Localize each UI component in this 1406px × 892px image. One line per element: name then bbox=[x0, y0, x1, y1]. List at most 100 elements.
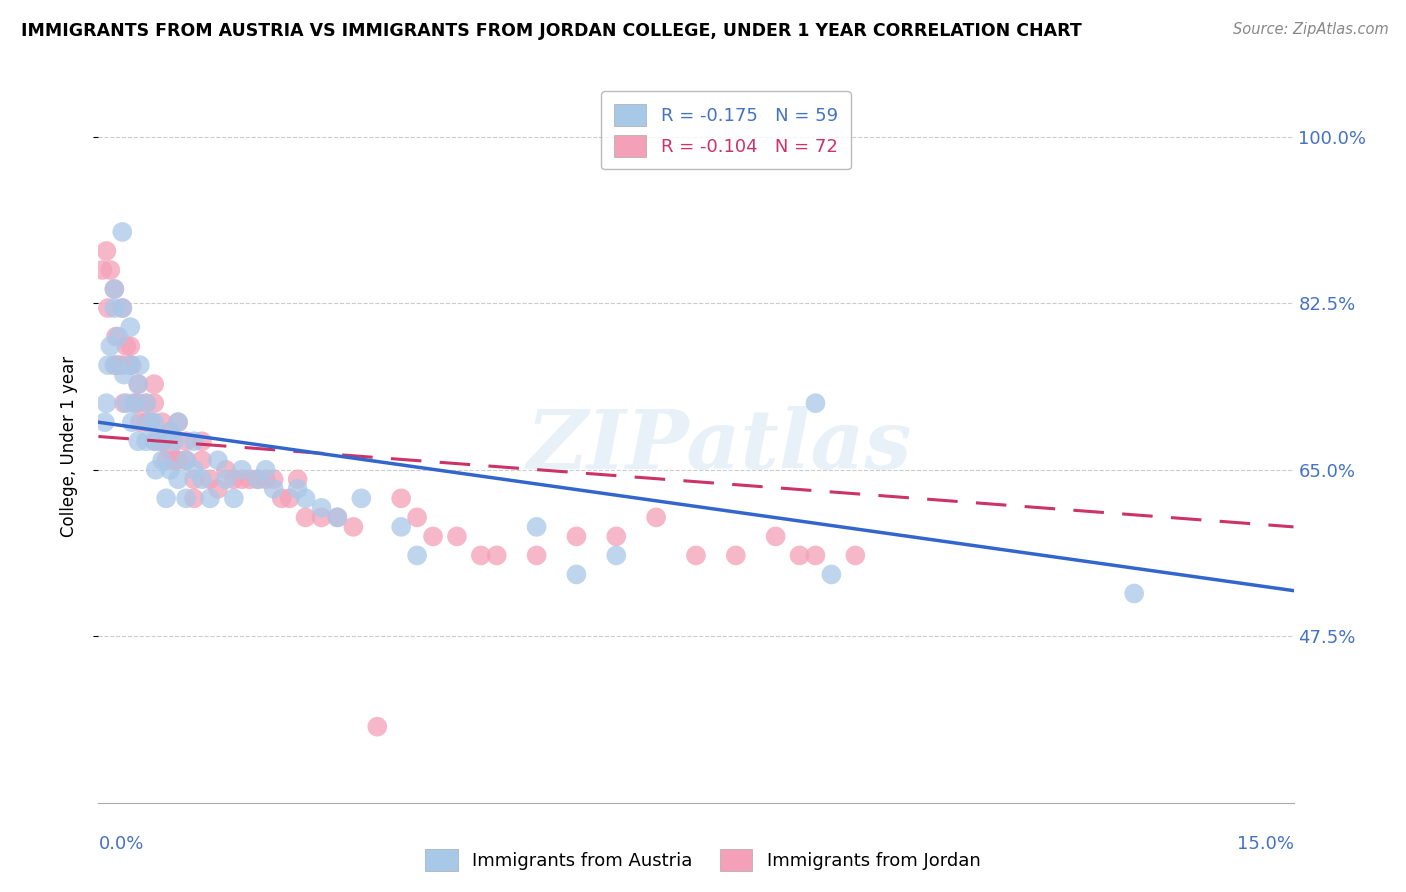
Point bbox=[174, 453, 197, 467]
Point bbox=[174, 434, 197, 449]
Point bbox=[287, 472, 309, 486]
Point bbox=[167, 453, 190, 467]
Point bbox=[150, 434, 173, 449]
Point bbox=[121, 415, 143, 429]
Point bbox=[124, 396, 146, 410]
Point bbox=[526, 549, 548, 563]
Point bbox=[239, 472, 262, 486]
Point bbox=[207, 453, 229, 467]
Point bbox=[191, 472, 214, 486]
Point bbox=[120, 320, 142, 334]
Point bbox=[127, 434, 149, 449]
Point bbox=[183, 434, 205, 449]
Point bbox=[97, 358, 120, 372]
Point bbox=[103, 358, 125, 372]
Point bbox=[844, 549, 866, 563]
Point bbox=[96, 244, 118, 258]
Point bbox=[111, 225, 134, 239]
Point bbox=[389, 520, 412, 534]
Point bbox=[143, 415, 166, 429]
Point bbox=[159, 425, 181, 439]
Point bbox=[111, 358, 134, 372]
Point bbox=[104, 329, 127, 343]
Point bbox=[406, 549, 429, 563]
Point bbox=[167, 415, 190, 429]
Point bbox=[565, 567, 588, 582]
Point bbox=[96, 396, 118, 410]
Point bbox=[278, 491, 301, 506]
Text: ZIPatlas: ZIPatlas bbox=[527, 406, 912, 486]
Point bbox=[145, 434, 167, 449]
Point bbox=[254, 463, 277, 477]
Point bbox=[389, 491, 412, 506]
Text: IMMIGRANTS FROM AUSTRIA VS IMMIGRANTS FROM JORDAN COLLEGE, UNDER 1 YEAR CORRELAT: IMMIGRANTS FROM AUSTRIA VS IMMIGRANTS FR… bbox=[21, 22, 1081, 40]
Point bbox=[150, 434, 173, 449]
Point bbox=[605, 529, 627, 543]
Point bbox=[270, 491, 292, 506]
Point bbox=[121, 358, 143, 372]
Point bbox=[183, 463, 205, 477]
Point bbox=[470, 549, 492, 563]
Point bbox=[198, 491, 221, 506]
Point bbox=[422, 529, 444, 543]
Text: 0.0%: 0.0% bbox=[98, 835, 143, 853]
Point bbox=[135, 415, 157, 429]
Legend: Immigrants from Austria, Immigrants from Jordan: Immigrants from Austria, Immigrants from… bbox=[418, 842, 988, 879]
Point bbox=[115, 396, 138, 410]
Point bbox=[565, 529, 588, 543]
Point bbox=[342, 520, 364, 534]
Y-axis label: College, Under 1 year: College, Under 1 year bbox=[59, 355, 77, 537]
Point bbox=[246, 472, 269, 486]
Text: 15.0%: 15.0% bbox=[1236, 835, 1294, 853]
Point bbox=[135, 396, 157, 410]
Point bbox=[145, 463, 167, 477]
Point bbox=[163, 434, 186, 449]
Point bbox=[97, 301, 120, 315]
Point bbox=[350, 491, 373, 506]
Point bbox=[191, 453, 214, 467]
Point bbox=[124, 396, 146, 410]
Point bbox=[111, 301, 134, 315]
Point bbox=[366, 720, 388, 734]
Point bbox=[115, 339, 138, 353]
Point bbox=[139, 415, 162, 429]
Point bbox=[127, 377, 149, 392]
Point bbox=[215, 463, 238, 477]
Point bbox=[765, 529, 787, 543]
Point bbox=[112, 396, 135, 410]
Point bbox=[215, 472, 238, 486]
Point bbox=[724, 549, 747, 563]
Point bbox=[246, 472, 269, 486]
Point bbox=[294, 491, 316, 506]
Point bbox=[155, 453, 177, 467]
Point bbox=[107, 329, 129, 343]
Point bbox=[174, 453, 197, 467]
Point bbox=[128, 415, 150, 429]
Point bbox=[645, 510, 668, 524]
Point bbox=[120, 358, 142, 372]
Point bbox=[111, 301, 134, 315]
Point bbox=[94, 415, 117, 429]
Point bbox=[685, 549, 707, 563]
Point bbox=[287, 482, 309, 496]
Point bbox=[103, 282, 125, 296]
Point bbox=[198, 472, 221, 486]
Legend: R = -0.175   N = 59, R = -0.104   N = 72: R = -0.175 N = 59, R = -0.104 N = 72 bbox=[602, 91, 851, 169]
Point bbox=[526, 520, 548, 534]
Point bbox=[167, 472, 190, 486]
Point bbox=[231, 463, 253, 477]
Point bbox=[820, 567, 842, 582]
Point bbox=[485, 549, 508, 563]
Point bbox=[254, 472, 277, 486]
Point bbox=[135, 396, 157, 410]
Point bbox=[103, 282, 125, 296]
Point bbox=[789, 549, 811, 563]
Point bbox=[128, 358, 150, 372]
Point bbox=[222, 491, 245, 506]
Point bbox=[183, 491, 205, 506]
Point bbox=[103, 301, 125, 315]
Point bbox=[605, 549, 627, 563]
Point bbox=[294, 510, 316, 524]
Point bbox=[143, 377, 166, 392]
Point bbox=[183, 472, 205, 486]
